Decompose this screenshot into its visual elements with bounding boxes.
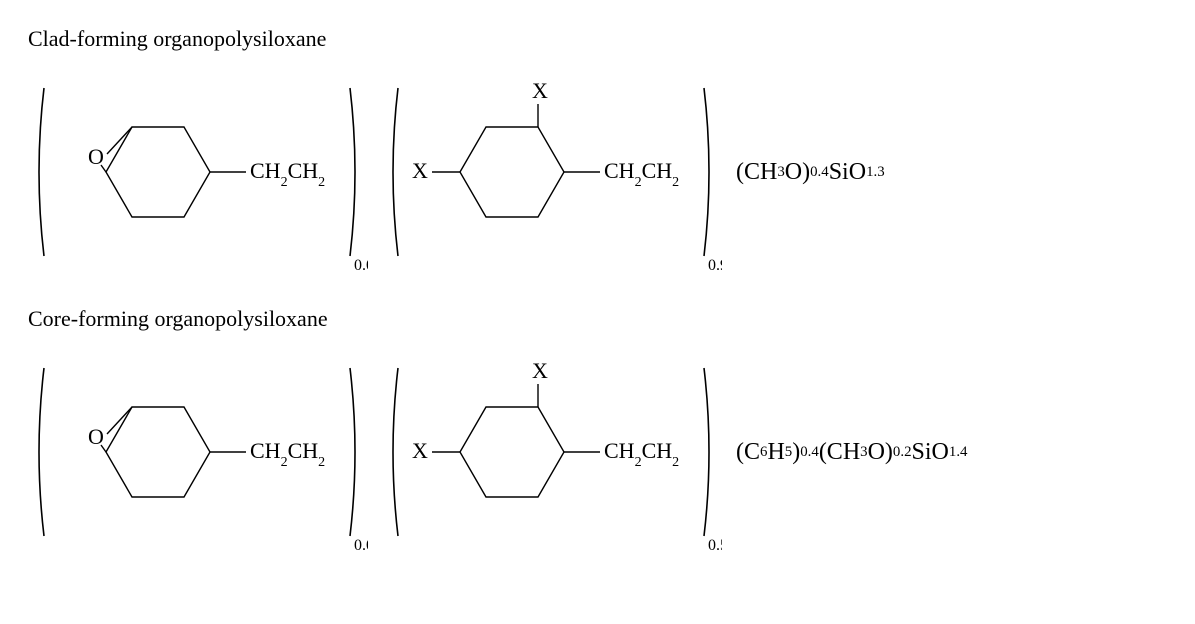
ethyl-label: CH2CH2	[604, 158, 679, 190]
x-left-label: X	[412, 438, 428, 463]
right-paren	[704, 368, 709, 536]
bracket-subscript: 0.9	[708, 257, 722, 274]
left-paren	[393, 368, 398, 536]
x-top-label: X	[532, 358, 548, 383]
epoxy-O-label: O	[88, 424, 104, 449]
struct-core-2: X X CH2CH2 0.54	[382, 342, 722, 562]
cyclohexane-ring	[460, 407, 564, 497]
trailing-formula-clad: (CH3O)0.4SiO1.3	[736, 159, 885, 186]
left-paren	[39, 88, 44, 256]
right-paren	[704, 88, 709, 256]
cyclohexane-ring	[460, 127, 564, 217]
struct-clad-2: X X CH2CH2 0.9	[382, 62, 722, 282]
trailing-formula-core: (C6H5)0.4(CH3O)0.2SiO1.4	[736, 439, 967, 466]
x-top-label: X	[532, 78, 548, 103]
formula-row-core: O CH2CH2 0.06 X X CH2CH2 0.54	[28, 342, 1167, 562]
struct-clad-1: O CH2CH2 0.01	[28, 62, 368, 282]
cyclohexane-ring	[106, 407, 210, 497]
x-left-label: X	[412, 158, 428, 183]
struct-core-1: O CH2CH2 0.06	[28, 342, 368, 562]
left-paren	[393, 88, 398, 256]
epoxy-O-label: O	[88, 144, 104, 169]
bracket-subscript: 0.54	[708, 537, 722, 554]
right-paren	[350, 368, 355, 536]
bracket-subscript: 0.01	[354, 257, 368, 274]
figure-page: Clad-forming organopolysiloxane O CH2CH2…	[0, 0, 1195, 624]
right-paren	[350, 88, 355, 256]
ethyl-label: CH2CH2	[250, 158, 325, 190]
bracket-subscript: 0.06	[354, 537, 368, 554]
section-title-core: Core-forming organopolysiloxane	[28, 306, 1167, 332]
cyclohexane-ring	[106, 127, 210, 217]
section-title-clad: Clad-forming organopolysiloxane	[28, 26, 1167, 52]
left-paren	[39, 368, 44, 536]
ethyl-label: CH2CH2	[604, 438, 679, 470]
ethyl-label: CH2CH2	[250, 438, 325, 470]
formula-row-clad: O CH2CH2 0.01 X X CH2C	[28, 62, 1167, 282]
